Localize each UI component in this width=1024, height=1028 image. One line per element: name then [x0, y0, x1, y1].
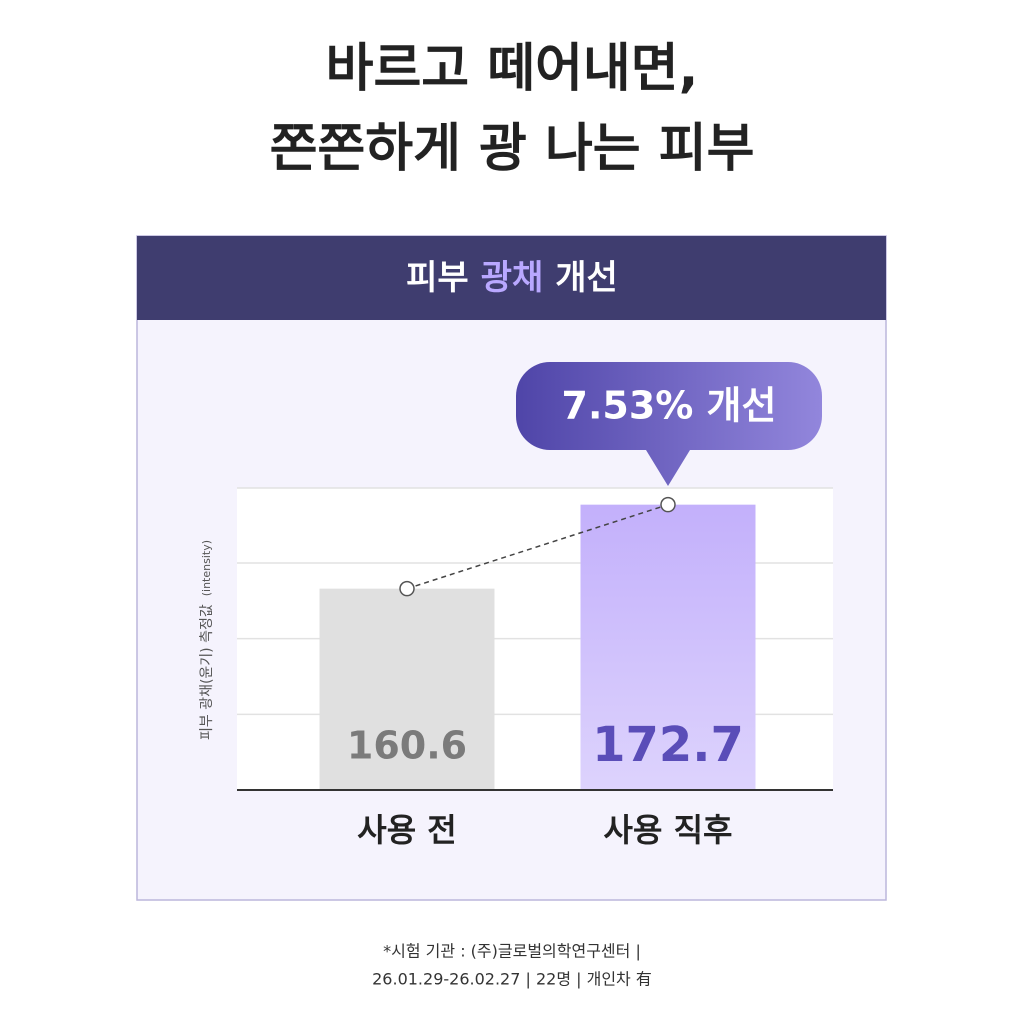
footnote: *시험 기관 : (주)글로벌의학연구센터 | [383, 942, 641, 961]
y-axis-label: 피부 광채(윤기) 측정값 (intensity) [199, 540, 215, 740]
value-label: 172.7 [592, 717, 744, 773]
title-line: 바르고 떼어내면, [326, 39, 699, 99]
x-tick-label: 사용 전 [357, 811, 456, 849]
value-label: 160.6 [347, 724, 467, 768]
trend-line [406, 503, 669, 590]
title-part: 개선 [555, 258, 618, 298]
point-marker [399, 580, 415, 597]
title-line: 쫀쫀하게 광 나는 피부 [270, 119, 755, 179]
callout [516, 362, 822, 486]
panel-header [137, 236, 886, 320]
point-marker [660, 496, 676, 513]
x-tick-label: 사용 직후 [604, 811, 733, 849]
chart-title: 피부 광채 개선 [406, 258, 618, 298]
y-label-unit: (intensity) [200, 540, 213, 596]
title-part: 광채 [481, 258, 544, 298]
callout-text: 7.53% 개선 [562, 384, 777, 428]
y-label: 피부 광채(윤기) 측정값 [199, 604, 215, 740]
bar [319, 588, 495, 790]
footnote: 26.01.29-26.02.27 | 22명 | 개인차 有 [372, 970, 652, 989]
title-part: 피부 [406, 258, 469, 298]
bar [580, 504, 756, 790]
